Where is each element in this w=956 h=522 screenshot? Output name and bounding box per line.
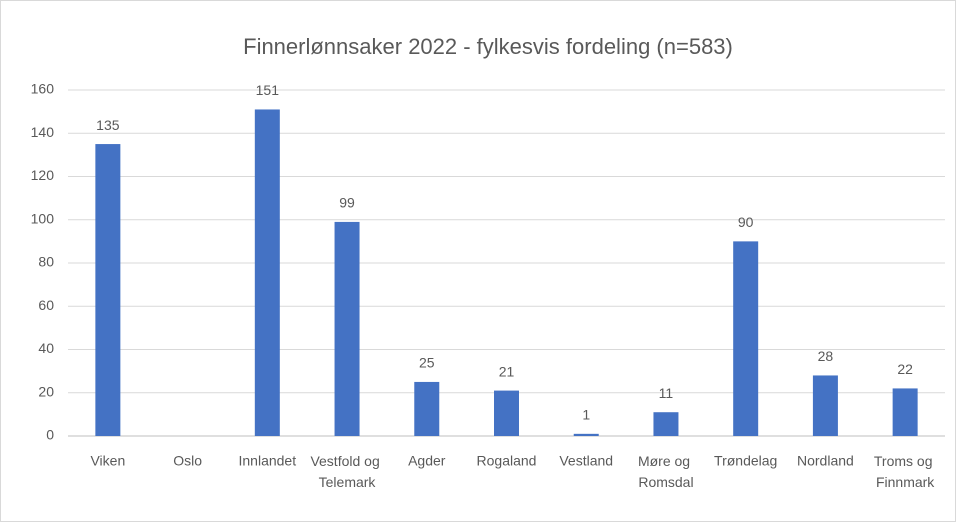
bar [254, 109, 280, 437]
data-label: 1 [582, 407, 590, 423]
data-label: 90 [738, 214, 754, 230]
bar [414, 381, 440, 436]
data-label: 28 [818, 348, 834, 364]
x-tick-label: Innlandet [239, 453, 297, 469]
y-tick-label: 80 [38, 254, 54, 270]
data-label: 151 [256, 82, 280, 98]
x-tick-label: Oslo [173, 453, 202, 469]
data-label: 25 [419, 355, 435, 371]
x-tick-label: Viken [90, 453, 125, 469]
bar [573, 433, 599, 436]
data-label: 135 [96, 117, 120, 133]
y-tick-label: 40 [38, 340, 54, 356]
chart-title: Finnerlønnsaker 2022 - fylkesvis fordeli… [243, 34, 733, 59]
y-tick-label: 160 [31, 81, 55, 97]
bar [95, 144, 121, 436]
y-tick-label: 60 [38, 297, 54, 313]
bar [812, 375, 838, 436]
y-tick-label: 100 [31, 210, 55, 226]
bar [334, 221, 360, 436]
x-tick-label: Vestfold og Telemark [310, 453, 383, 490]
x-tick-label: Vestland [559, 453, 613, 469]
data-label: 22 [897, 361, 913, 377]
data-label: 99 [339, 195, 355, 211]
y-tick-label: 20 [38, 383, 54, 399]
y-tick-label: 140 [31, 124, 55, 140]
data-label: 21 [499, 363, 515, 379]
bar [892, 388, 918, 436]
bar [494, 390, 519, 436]
x-tick-label: Troms og Finnmark [874, 453, 937, 490]
x-tick-label: Nordland [797, 453, 854, 469]
data-label: 11 [659, 385, 674, 401]
x-tick-label: Agder [408, 453, 446, 469]
y-tick-label: 0 [46, 427, 54, 443]
y-tick-label: 120 [31, 167, 55, 183]
x-tick-label: Trøndelag [714, 453, 777, 469]
x-tick-label: Rogaland [477, 453, 537, 469]
bar [653, 412, 679, 436]
x-tick-label: Møre og Romsdal [638, 453, 694, 490]
bar [733, 241, 759, 436]
